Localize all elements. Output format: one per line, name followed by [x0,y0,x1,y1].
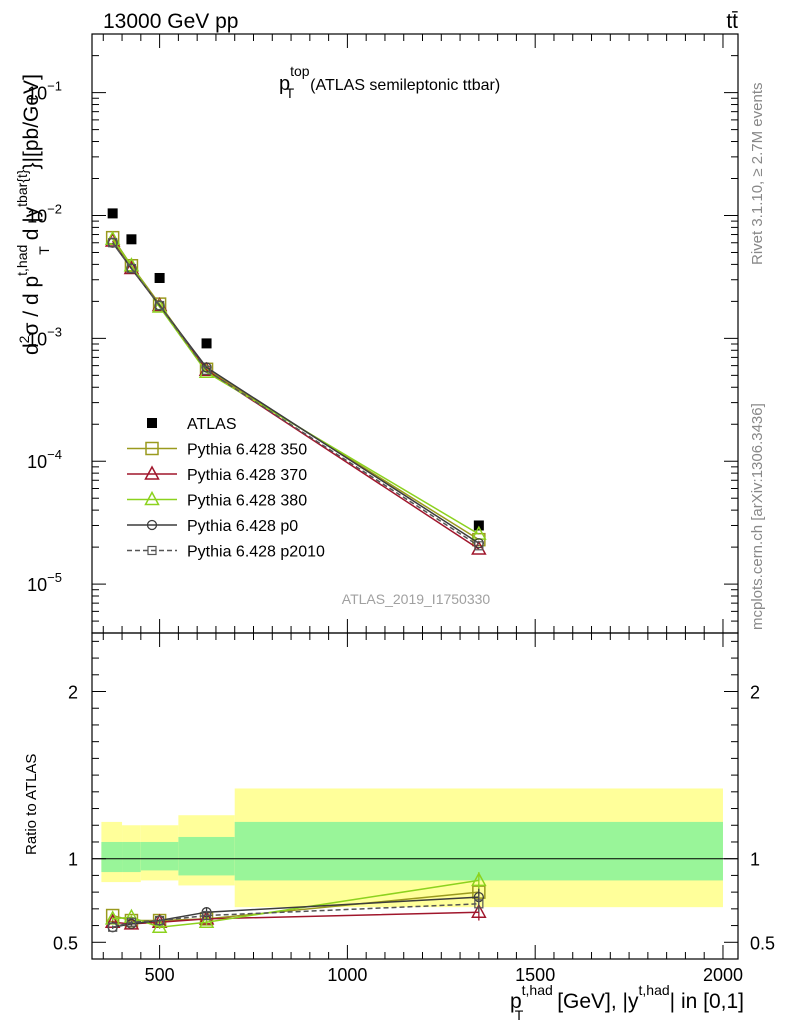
ratio-point [198,913,215,928]
series-5 [108,238,484,932]
series-0 [107,208,484,531]
ratio-point [155,915,165,926]
x-tick-label: 1500 [515,965,555,985]
ratio-point [201,910,212,921]
ratio-point [104,910,121,925]
legend-entry-5: Pythia 6.428 p2010 [187,544,325,561]
legend-entry-4: Pythia 6.428 p0 [187,518,298,535]
legend-marker [147,418,157,428]
plot-title: ptop T (ATLAS semileptonic ttbar) [279,63,500,101]
main-point [107,208,118,219]
legend-entry-3: Pythia 6.428 380 [187,493,307,510]
x-axis-label: pt,had T [GeV], |yt,had| in [0,1] [510,982,744,1023]
main-point [474,541,484,551]
ratio-y-axis-label: Ratio to ATLAS [23,754,40,855]
header-right-label: tt̄ [726,10,738,33]
legend-marker [144,465,160,480]
green-band-2 [140,841,179,871]
ratio-point [126,917,137,927]
main-y-tick-label: 10−2 [27,201,62,226]
axes: 500 1000 1500 2000 10−5 10−4 10−3 10−2 10−1 0.5 0.… [27,33,775,985]
ratio-y-tick-label-right: 1 [750,850,760,870]
green-band-1 [122,841,141,873]
main-y-tick-label: 10−5 [27,570,62,595]
ratio-point [471,871,487,887]
main-point [201,338,212,349]
rivet-info-label: Rivet 3.1.10, ≥ 2.7M events [749,83,766,266]
ratio-y-tick-label-right: 0.5 [750,933,775,953]
green-band-4 [234,821,723,881]
main-point [151,298,168,313]
main-point [108,238,118,248]
main-point [155,300,165,311]
series-line-ratio [112,903,479,928]
legend-marker [147,545,157,556]
main-y-tick-label: 10−1 [27,79,62,104]
legend-entry-2: Pythia 6.428 370 [187,467,307,484]
ratio-y-tick-label: 2 [68,683,78,703]
ratio-y-tick-label: 1 [68,850,78,870]
ratio-y-tick-label-right: 2 [750,683,760,703]
main-point [126,234,137,245]
series-line-ratio [112,911,479,925]
ratio-point [151,918,168,933]
main-y-axis-label: d2σ / d pt,had T d |ytbar{t}}|[pb/GeV] [14,74,52,355]
legend-marker [146,519,158,531]
x-tick-label: 1000 [327,965,367,985]
main-point [201,365,212,375]
green-band-0 [101,841,123,873]
legend: ATLAS Pythia 6.428 350 Pythia 6.428 370 Pyt… [127,416,325,561]
main-point [473,520,484,531]
ratio-point [108,922,118,932]
series-line-main [112,242,480,547]
series-line-main [112,242,480,544]
legend-entry-0: ATLAS [187,416,237,433]
main-y-tick-label: 10−4 [27,447,62,472]
header-left-label: 13000 GeV pp [103,10,238,33]
ratio-uncertainty-bands [101,788,723,908]
analysis-watermark: ATLAS_2019_I1750330 [342,591,491,607]
x-tick-label: 500 [145,965,175,985]
main-y-tick-label: 10−3 [27,324,62,349]
ratio-point [471,903,487,918]
legend-marker [145,441,159,456]
main-point [126,263,137,274]
ratio-y-tick-label: 0.5 [53,933,78,953]
ratio-point [474,899,484,909]
ratio-plot-frame [91,632,739,960]
legend-entry-1: Pythia 6.428 350 [187,442,307,459]
green-band-3 [178,836,235,876]
data-series [104,208,487,933]
series-line-main [112,238,480,535]
mcplots-info-label: mcplots.cern.ch [arXiv:1306.3436] [749,403,766,630]
main-point [471,540,487,555]
x-tick-label: 2000 [703,965,743,985]
main-point [154,272,165,283]
legend-marker [144,490,160,506]
